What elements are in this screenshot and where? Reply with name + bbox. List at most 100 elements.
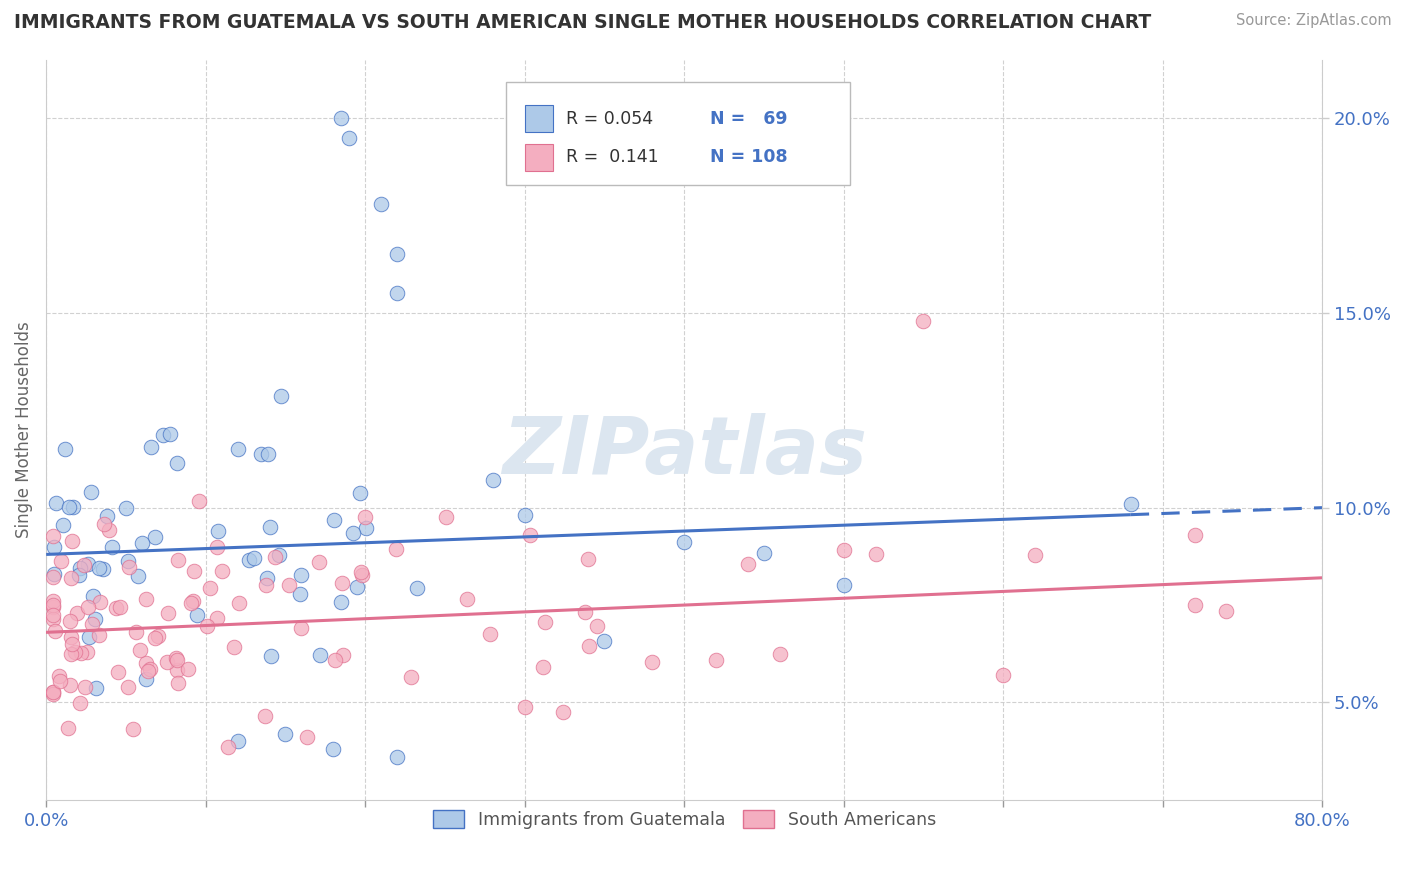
Point (205, 610, 228, 624)
Text: N =   69: N = 69 (710, 110, 787, 128)
Point (62, 500, 84, 515)
Text: N = 108: N = 108 (710, 148, 787, 166)
Point (752, 546, 775, 560)
Point (114, 501, 136, 516)
Point (49, 673, 72, 688)
Point (101, 540, 124, 554)
Point (156, 655, 179, 669)
Point (104, 601, 127, 615)
Point (166, 663, 188, 677)
Point (551, 705, 574, 719)
Point (44, 567, 66, 582)
Point (59, 615, 82, 629)
Point (254, 709, 277, 723)
Point (370, 196, 392, 211)
Point (578, 639, 600, 653)
Point (127, 569, 149, 583)
Point (350, 567, 373, 582)
Point (254, 578, 277, 592)
Point (79, 630, 101, 644)
Point (456, 592, 478, 607)
Point (385, 247, 408, 261)
Point (1024, 548, 1046, 562)
Point (832, 542, 855, 557)
Point (165, 651, 187, 665)
Point (42, 529, 65, 543)
Point (332, 648, 354, 662)
Point (60, 534, 83, 549)
Point (290, 621, 312, 635)
Point (75, 681, 97, 695)
Point (41, 612, 63, 626)
Point (93, 517, 115, 532)
Point (385, 750, 408, 764)
Point (69, 647, 91, 661)
Point (519, 528, 541, 542)
Point (183, 564, 205, 578)
FancyBboxPatch shape (506, 82, 851, 186)
Point (63, 645, 86, 659)
Point (224, 640, 246, 654)
Point (41, 594, 63, 608)
Point (180, 597, 202, 611)
Point (73, 558, 96, 572)
Point (269, 549, 291, 563)
Point (346, 580, 368, 594)
Point (1215, 604, 1237, 618)
Point (260, 648, 283, 663)
Point (593, 634, 616, 648)
Point (41, 684, 63, 698)
Point (323, 513, 346, 527)
Point (41, 570, 63, 584)
Point (198, 581, 221, 595)
Point (912, 313, 935, 327)
Point (60, 630, 83, 644)
Point (263, 550, 285, 565)
Point (52, 518, 75, 533)
Text: ZIPatlas: ZIPatlas (502, 413, 866, 491)
Point (195, 619, 218, 633)
Point (399, 670, 422, 684)
Point (256, 571, 278, 585)
Point (207, 540, 229, 554)
Point (250, 446, 273, 460)
Point (41, 687, 63, 701)
Point (533, 615, 555, 630)
Point (67, 568, 90, 582)
Text: IMMIGRANTS FROM GUATEMALA VS SOUTH AMERICAN SINGLE MOTHER HOUSEHOLDS CORRELATION: IMMIGRANTS FROM GUATEMALA VS SOUTH AMERI… (14, 13, 1152, 32)
Point (576, 552, 599, 566)
Point (211, 564, 233, 578)
Point (181, 594, 204, 608)
Point (80, 617, 103, 632)
Point (77, 600, 100, 615)
Point (82, 589, 104, 603)
Point (385, 286, 408, 301)
Point (129, 643, 152, 657)
Point (228, 596, 250, 610)
Point (384, 541, 406, 556)
Point (993, 668, 1015, 682)
Point (353, 510, 375, 524)
Point (80, 484, 103, 499)
Point (187, 493, 209, 508)
Point (136, 664, 159, 678)
Point (143, 530, 166, 544)
Point (69, 696, 91, 710)
Point (41, 599, 63, 614)
Point (513, 508, 536, 522)
Point (478, 626, 501, 640)
Point (53, 442, 76, 456)
FancyBboxPatch shape (524, 105, 553, 132)
Point (1184, 527, 1206, 541)
Point (107, 665, 129, 679)
Y-axis label: Single Mother Households: Single Mother Households (15, 321, 32, 538)
Point (586, 619, 609, 633)
Point (157, 607, 180, 621)
Point (41, 608, 63, 623)
Point (309, 648, 332, 662)
Point (125, 625, 148, 640)
Point (96, 508, 118, 523)
Point (330, 595, 353, 609)
Point (89, 628, 111, 642)
Point (117, 560, 139, 574)
